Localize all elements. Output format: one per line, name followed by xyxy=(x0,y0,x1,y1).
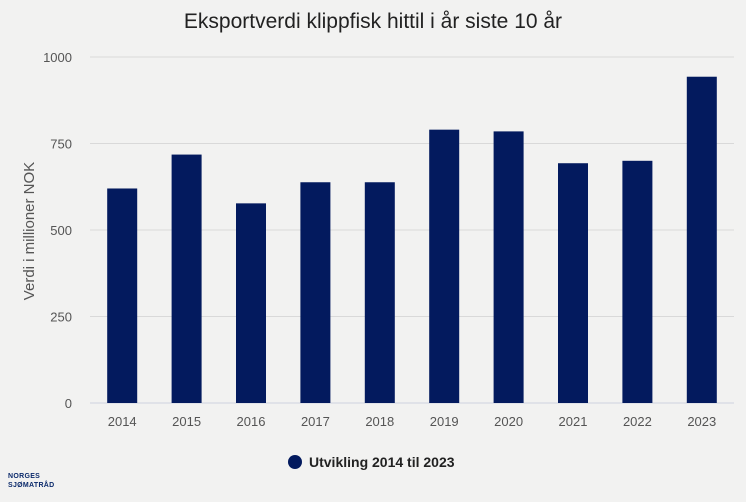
x-tick-label: 2016 xyxy=(237,414,266,429)
bar-2017 xyxy=(300,182,331,403)
x-tick-label: 2018 xyxy=(365,414,394,429)
bar-2019 xyxy=(429,129,460,403)
bar-2021 xyxy=(558,163,588,403)
y-tick-label: 1000 xyxy=(43,50,72,65)
x-tick-label: 2014 xyxy=(108,414,137,429)
x-tick-label: 2017 xyxy=(301,414,330,429)
bar-2015 xyxy=(171,154,202,403)
y-axis-label: Verdi i millioner NOK xyxy=(21,162,38,300)
bar-2016 xyxy=(236,203,266,403)
x-tick-label: 2022 xyxy=(623,414,652,429)
bar-2014 xyxy=(107,188,138,403)
y-tick-labels: 0 250 500 750 1000 xyxy=(43,50,72,411)
logo-line-1: NORGES xyxy=(8,473,41,480)
y-tick-label: 0 xyxy=(65,396,72,411)
x-tick-label: 2021 xyxy=(559,414,588,429)
x-tick-label: 2020 xyxy=(494,414,523,429)
y-tick-label: 750 xyxy=(50,137,72,152)
chart-title: Eksportverdi klippfisk hittil i år siste… xyxy=(184,10,562,33)
x-tick-label: 2023 xyxy=(687,414,716,429)
bar-2023 xyxy=(686,76,717,404)
y-tick-label: 250 xyxy=(50,310,72,325)
legend-label: Utvikling 2014 til 2023 xyxy=(309,454,455,470)
x-tick-label: 2019 xyxy=(430,414,459,429)
legend-marker xyxy=(288,455,302,469)
logo-line-2: SJØMATRÅD xyxy=(8,482,55,489)
y-tick-label: 500 xyxy=(50,223,72,238)
bars xyxy=(107,76,717,404)
legend[interactable]: Utvikling 2014 til 2023 xyxy=(288,454,455,470)
norges-sjomatrad-logo: NORGES SJØMATRÅD xyxy=(8,472,55,490)
x-tick-label: 2015 xyxy=(172,414,201,429)
bar-2020 xyxy=(493,131,524,403)
bar-2022 xyxy=(622,160,653,403)
bar-2018 xyxy=(364,182,395,403)
x-tick-labels: 2014 2015 2016 2017 2018 2019 2020 2021 2022 2023 xyxy=(108,414,717,429)
